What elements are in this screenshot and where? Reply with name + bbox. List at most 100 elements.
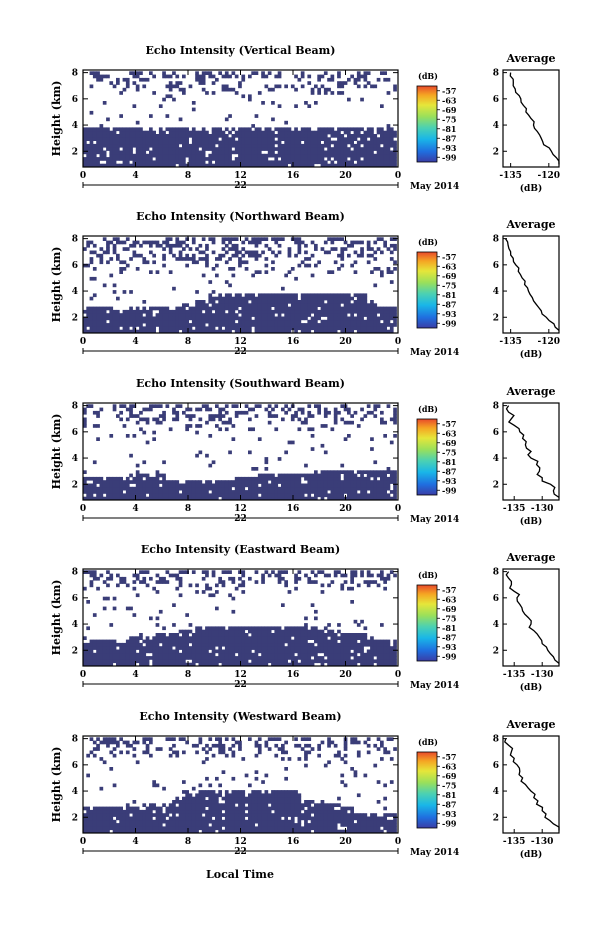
heatmap-cell — [205, 586, 209, 591]
heatmap-cell — [175, 150, 180, 155]
heatmap-cell — [327, 303, 331, 307]
heatmap-cell — [307, 480, 312, 484]
heatmap-cell — [383, 163, 387, 168]
heatmap-cell — [393, 417, 397, 422]
heatmap-cell — [102, 101, 107, 105]
y-tick-label: 4 — [72, 121, 78, 131]
heatmap-cell — [244, 140, 249, 145]
heatmap-cell — [172, 143, 176, 148]
heatmap-cell — [106, 656, 110, 660]
heatmap-cell — [241, 247, 246, 251]
heatmap-cell — [380, 410, 384, 415]
heatmap-cell — [231, 483, 236, 488]
heatmap-cell — [373, 323, 378, 327]
heatmap-cell — [83, 326, 87, 331]
heatmap-cell — [208, 323, 213, 327]
heatmap-cell — [373, 143, 378, 148]
heatmap-cell — [274, 656, 279, 660]
heatmap-cell — [89, 143, 94, 148]
heatmap-cell — [350, 473, 354, 478]
heatmap-cell — [320, 134, 325, 138]
heatmap-cell — [383, 326, 387, 331]
heatmap-cell — [158, 306, 163, 311]
heatmap-cell — [360, 570, 364, 574]
heatmap-cell — [241, 410, 246, 415]
heatmap-cell — [251, 626, 255, 631]
heatmap-cell — [277, 237, 282, 241]
heatmap-cell — [175, 74, 180, 79]
heatmap-cell — [99, 407, 104, 412]
heatmap-cell — [112, 134, 117, 138]
heatmap-cell — [248, 326, 252, 331]
heatmap-cell — [380, 476, 384, 481]
heatmap-cell — [224, 313, 229, 317]
heatmap-cell — [158, 243, 163, 248]
heatmap-cell — [185, 134, 189, 138]
heatmap-cell — [300, 313, 305, 317]
heatmap-cell — [244, 160, 249, 165]
heatmap-cell — [323, 143, 328, 148]
heatmap-cell — [347, 486, 351, 491]
heatmap-cell — [122, 809, 127, 814]
heatmap-cell — [271, 300, 275, 304]
heatmap-cell — [373, 329, 378, 334]
heatmap-cell — [142, 316, 147, 321]
heatmap-cell — [231, 273, 236, 278]
heatmap-cell — [211, 652, 216, 657]
heatmap-cell — [178, 140, 183, 145]
heatmap-cell — [383, 329, 387, 334]
heatmap-cell — [224, 153, 229, 158]
heatmap-cell — [248, 652, 252, 657]
heatmap-cell — [185, 639, 189, 644]
heatmap-cell — [191, 414, 196, 418]
heatmap-cell — [366, 303, 371, 307]
heatmap-cell — [317, 313, 321, 317]
heatmap-cell — [314, 652, 318, 657]
heatmap-cell — [92, 819, 97, 824]
heatmap-cell — [314, 316, 318, 321]
heatmap-cell — [198, 659, 203, 664]
heatmap-cell — [168, 642, 173, 647]
heatmap-cell — [218, 427, 222, 432]
heatmap-cell — [353, 646, 358, 650]
heatmap-cell — [218, 486, 222, 491]
colorbar-tick-label: -99 — [442, 152, 457, 162]
heatmap-cell — [158, 147, 163, 151]
heatmap-cell — [251, 250, 255, 255]
heatmap-cell — [188, 163, 193, 168]
heatmap-cell — [89, 583, 94, 588]
heatmap-cell — [178, 250, 183, 255]
heatmap-cell — [142, 819, 147, 824]
heatmap-cell — [116, 583, 120, 588]
heatmap-cell — [139, 243, 143, 248]
heatmap-cell — [201, 636, 206, 640]
heatmap-cell — [162, 323, 166, 327]
heatmap-cell — [116, 816, 120, 821]
heatmap-cell — [307, 633, 312, 637]
heatmap-cell — [340, 163, 345, 168]
heatmap-cell — [304, 639, 308, 644]
heatmap-cell — [175, 130, 180, 135]
heatmap-cell — [218, 649, 222, 654]
heatmap-cell — [221, 636, 226, 640]
heatmap-cell — [340, 573, 345, 578]
heatmap-cell — [314, 483, 318, 488]
heatmap-cell — [125, 493, 130, 498]
heatmap-cell — [257, 160, 262, 165]
heatmap-cell — [370, 573, 374, 578]
heatmap-cell — [323, 329, 328, 334]
heatmap-cell — [323, 407, 328, 412]
heatmap-cell — [248, 476, 252, 481]
heatmap-cell — [218, 303, 222, 307]
heatmap-cell — [205, 642, 209, 647]
heatmap-cell — [102, 480, 107, 484]
heatmap-cell — [264, 313, 269, 317]
heatmap-cell — [333, 237, 338, 241]
heatmap-cell — [353, 303, 358, 307]
heatmap-cell — [350, 470, 354, 474]
heatmap-cell — [380, 140, 384, 145]
heatmap-cell — [92, 293, 97, 298]
heatmap-cell — [340, 316, 345, 321]
heatmap-cell — [386, 480, 391, 484]
heatmap-cell — [304, 463, 308, 468]
